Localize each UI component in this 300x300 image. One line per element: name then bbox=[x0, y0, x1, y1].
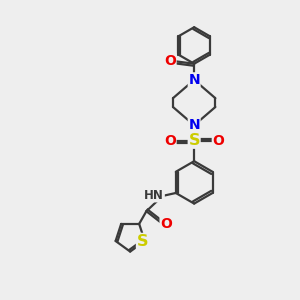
Text: O: O bbox=[160, 218, 172, 232]
Text: S: S bbox=[136, 233, 148, 248]
Text: HN: HN bbox=[144, 189, 164, 202]
Text: S: S bbox=[188, 133, 200, 148]
Text: O: O bbox=[164, 54, 176, 68]
Text: O: O bbox=[164, 134, 176, 148]
Text: O: O bbox=[212, 134, 224, 148]
Text: N: N bbox=[188, 73, 200, 87]
Text: N: N bbox=[188, 118, 200, 132]
